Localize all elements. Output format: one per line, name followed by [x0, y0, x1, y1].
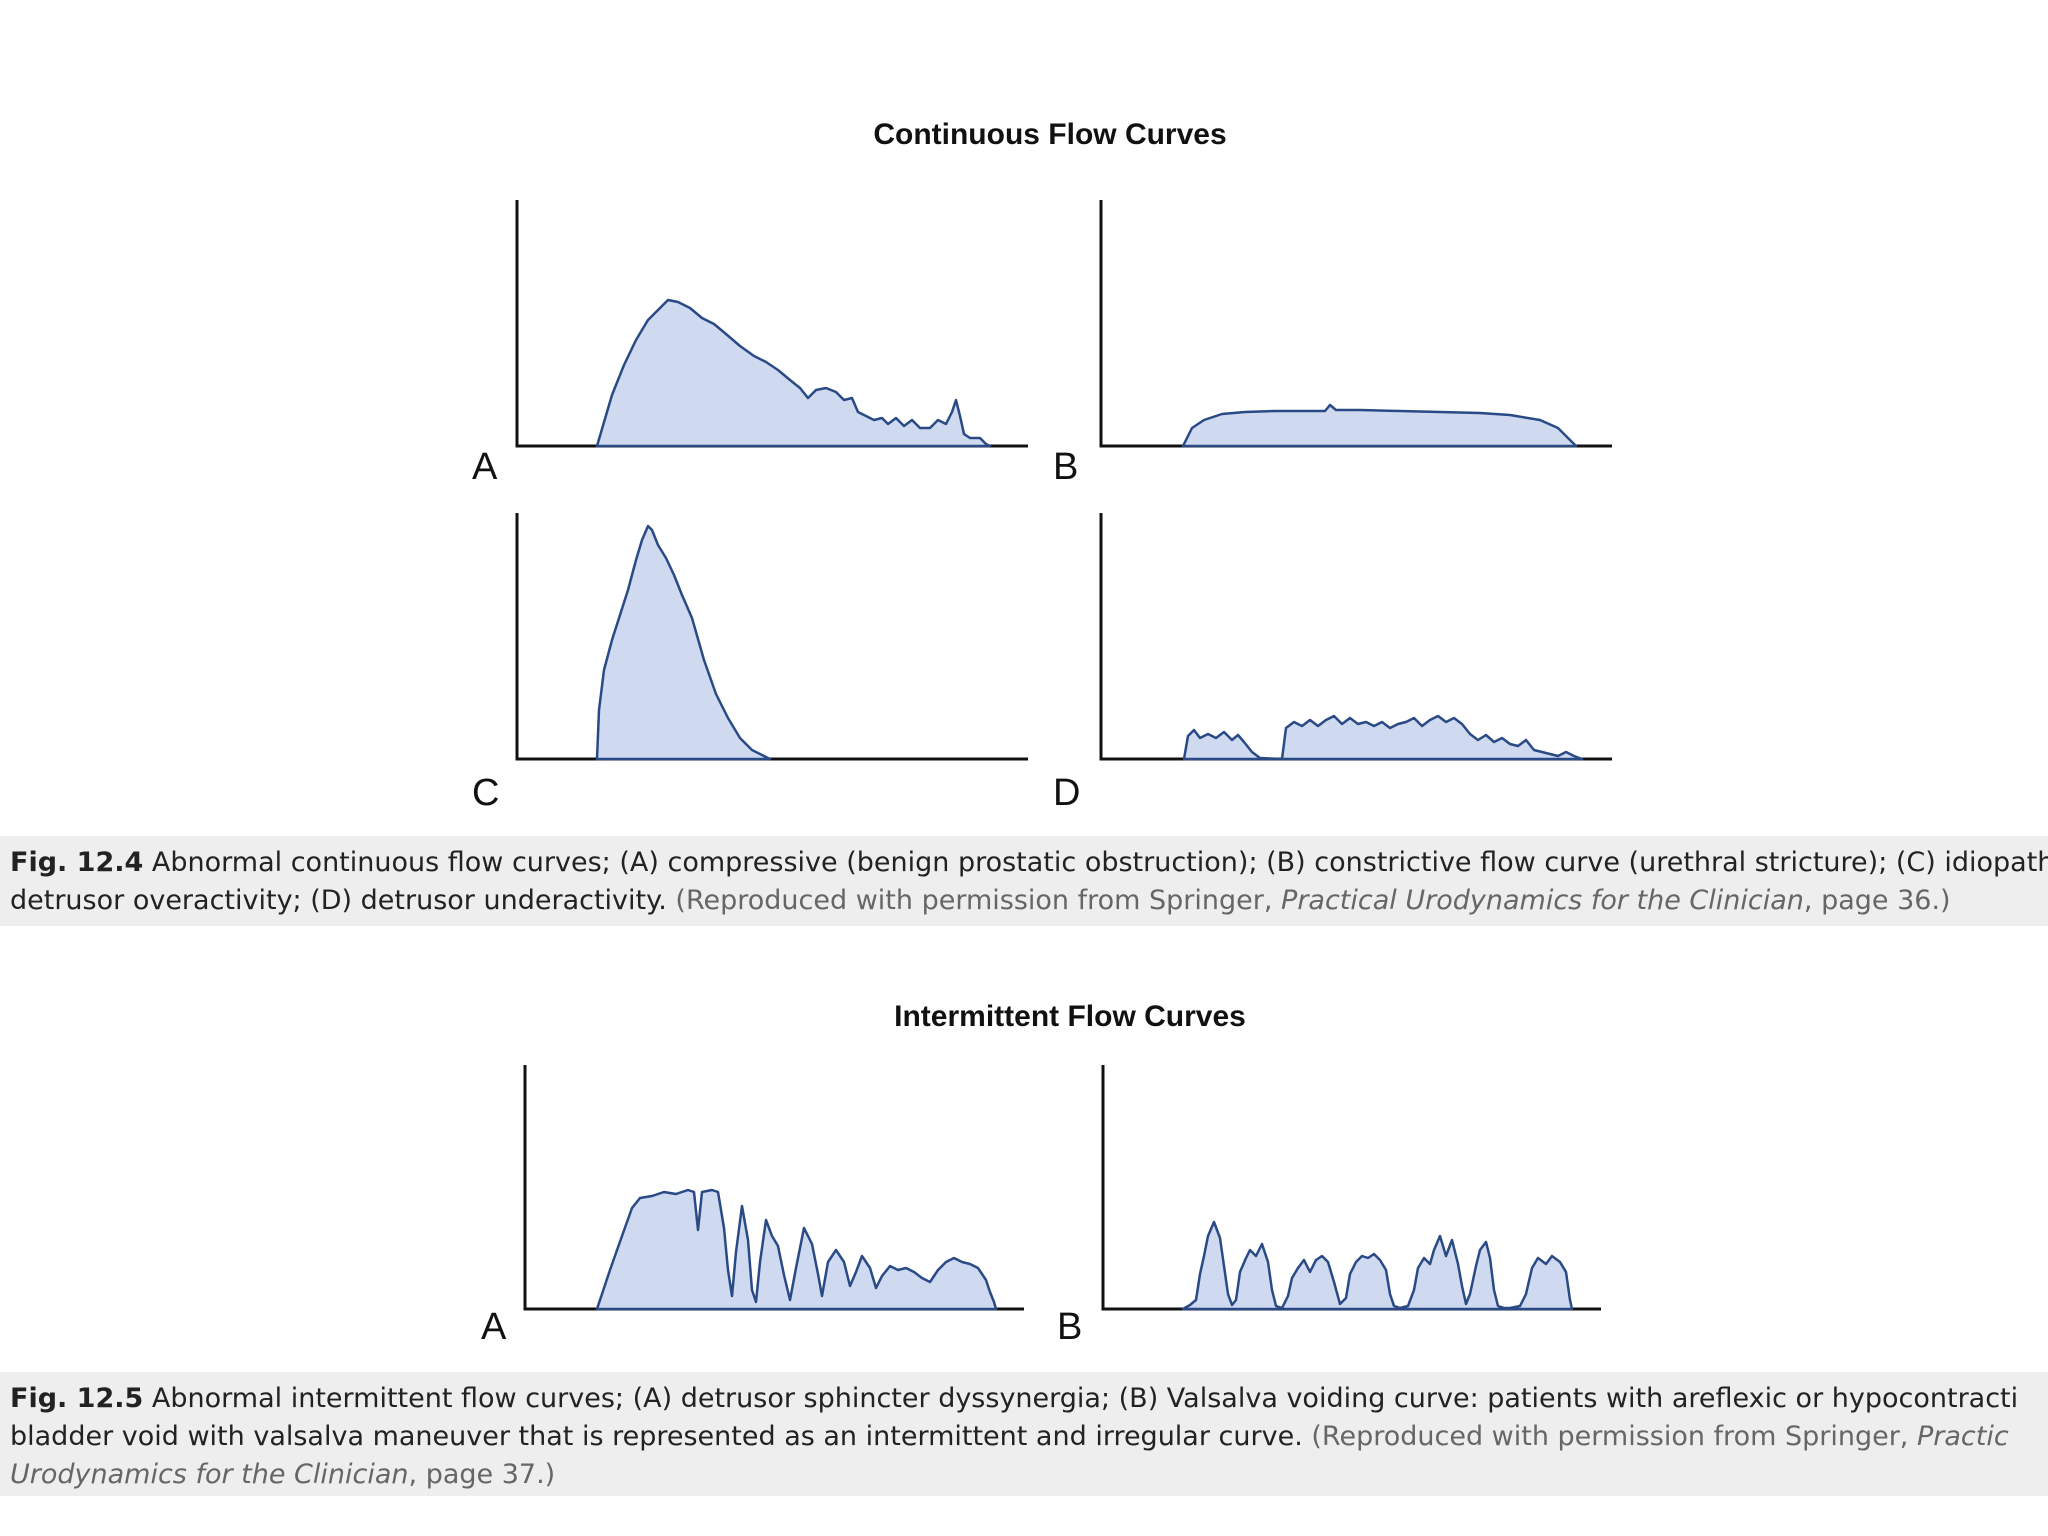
- source-book: Practic: [1916, 1421, 2009, 1452]
- figure1-caption: Fig. 12.4 Abnormal continuous flow curve…: [0, 836, 2048, 926]
- source-book: Urodynamics for the Clinician: [10, 1459, 409, 1490]
- figure2-caption: Fig. 12.5 Abnormal intermittent flow cur…: [0, 1372, 2048, 1496]
- panel-label-2b: B: [1057, 1306, 1083, 1348]
- caption-text: bladder void with valsalva maneuver that…: [10, 1421, 1303, 1452]
- panel-label-2a: A: [481, 1306, 507, 1348]
- panel-axes-1c: [515, 513, 1028, 761]
- caption-line-1: Fig. 12.4 Abnormal continuous flow curve…: [10, 844, 2048, 882]
- figure1-title: Continuous Flow Curves: [873, 118, 1227, 151]
- source-note: (Reproduced with permission from Springe…: [1311, 1421, 2008, 1452]
- flow-curve-1a: [595, 298, 992, 448]
- figure-number: Fig. 12.5: [10, 1383, 144, 1414]
- source-note: (Reproduced with permission from Springe…: [675, 885, 1950, 916]
- flow-curve-1c: [595, 524, 772, 761]
- flow-curve-1b: [1181, 403, 1578, 448]
- caption-line-1: Fig. 12.5 Abnormal intermittent flow cur…: [10, 1380, 2048, 1418]
- source-suffix: , page 36.): [1803, 885, 1951, 916]
- source-book: Practical Urodynamics for the Clinician: [1281, 885, 1804, 916]
- flow-curve-2b: [1181, 1220, 1574, 1311]
- source-suffix: , page 37.): [408, 1459, 556, 1490]
- caption-line-3: Urodynamics for the Clinician, page 37.): [10, 1456, 2048, 1494]
- panel-label-1a: A: [472, 446, 498, 488]
- figure2-title: Intermittent Flow Curves: [894, 1000, 1246, 1033]
- flow-curve-1d: [1182, 714, 1584, 761]
- caption-line-2: detrusor overactivity; (D) detrusor unde…: [10, 882, 2048, 920]
- source-prefix: (Reproduced with permission from Springe…: [675, 885, 1282, 916]
- panel-label-1d: D: [1053, 772, 1081, 814]
- figure-number: Fig. 12.4: [10, 847, 144, 878]
- caption-text: Abnormal intermittent flow curves; (A) d…: [151, 1383, 2019, 1414]
- source-prefix: (Reproduced with permission from Springe…: [1311, 1421, 1917, 1452]
- caption-line-2: bladder void with valsalva maneuver that…: [10, 1418, 2048, 1456]
- caption-text: Abnormal continuous flow curves; (A) com…: [151, 847, 2048, 878]
- flow-curve-2a: [595, 1188, 998, 1311]
- panel-label-1b: B: [1053, 446, 1079, 488]
- panel-label-1c: C: [472, 772, 500, 814]
- caption-text: detrusor overactivity; (D) detrusor unde…: [10, 885, 667, 916]
- source-note: Urodynamics for the Clinician, page 37.): [10, 1459, 555, 1490]
